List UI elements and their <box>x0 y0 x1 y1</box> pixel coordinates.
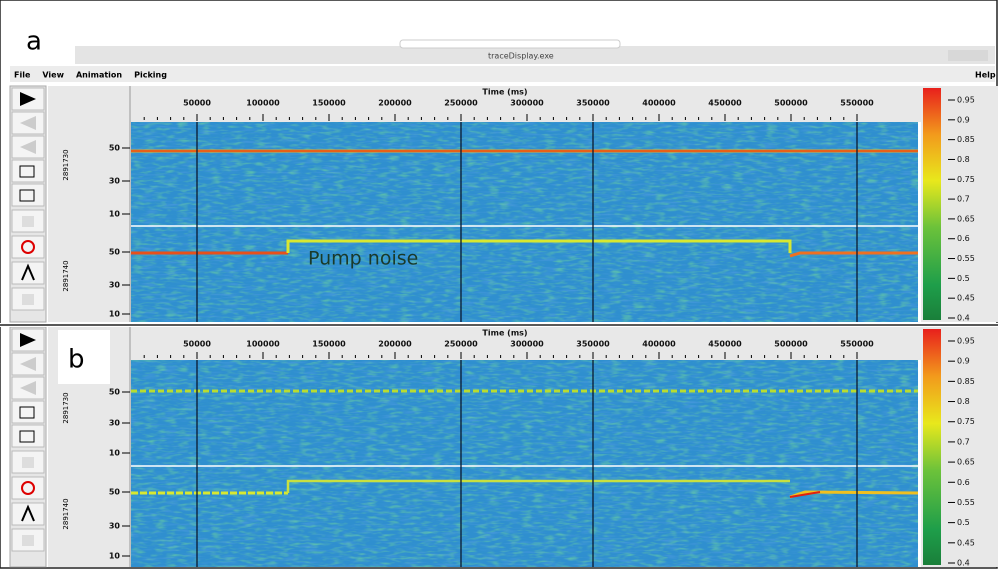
x-tick-label: 550000 <box>840 340 874 349</box>
panel: Time (ms) 50000 100000 150000 200000 250000 30… <box>10 86 998 323</box>
x-tick-label: 250000 <box>444 99 478 108</box>
colorbar-tick-label: 0.4 <box>957 314 970 323</box>
tool-button[interactable] <box>12 401 44 423</box>
colorbar-tick-label: 0.7 <box>957 437 970 446</box>
x-tick-label: 100000 <box>246 340 280 349</box>
x-tick-label: 500000 <box>774 99 808 108</box>
menu-item[interactable]: Animation <box>76 71 122 80</box>
colorbar-tick-label: 0.5 <box>957 274 970 283</box>
x-tick-label: 100000 <box>246 99 280 108</box>
colorbar-tick-label: 0.65 <box>957 458 975 467</box>
y-tick-label: 50 <box>109 388 121 397</box>
colorbar-tick-label: 0.75 <box>957 417 975 426</box>
menu-item[interactable]: File <box>14 71 31 80</box>
colorbar-tick-label: 0.85 <box>957 135 975 144</box>
tool-button[interactable] <box>12 477 44 499</box>
figure: traceDisplay.exe File View Animation Pickin… <box>0 0 998 569</box>
colorbar-tick-label: 0.85 <box>957 377 975 386</box>
colorbar-tick-label: 0.4 <box>957 559 970 568</box>
x-tick-label: 150000 <box>312 99 346 108</box>
y-tick-label: 30 <box>109 419 121 428</box>
trace-id: 2891730 <box>62 149 70 180</box>
y-tick-label: 10 <box>109 449 121 458</box>
x-axis-title: Time (ms) <box>482 329 527 338</box>
x-tick-label: 550000 <box>840 99 874 108</box>
colorbar-tick-label: 0.45 <box>957 538 975 547</box>
window-title: traceDisplay.exe <box>488 52 554 61</box>
x-tick-label: 50000 <box>183 99 211 108</box>
menu-item[interactable]: Picking <box>134 71 167 80</box>
y-tick-label: 10 <box>109 552 121 561</box>
x-tick-label: 350000 <box>576 340 610 349</box>
colorbar-tick-label: 0.95 <box>957 96 975 105</box>
tool-button[interactable] <box>12 184 44 206</box>
panel-label: a <box>26 27 42 57</box>
y-tick-label: 10 <box>109 310 121 319</box>
annotation: Pump noise <box>308 248 418 270</box>
trace-id: 2891740 <box>62 498 70 529</box>
tool-button[interactable] <box>12 236 44 258</box>
window-controls[interactable] <box>948 50 988 61</box>
y-tick-label: 30 <box>109 281 121 290</box>
tool-icon <box>22 216 34 227</box>
window-buttons[interactable] <box>948 50 988 61</box>
x-tick-label: 400000 <box>642 99 676 108</box>
colorbar-tick-label: 0.5 <box>957 518 970 527</box>
tool-icon <box>22 294 34 305</box>
x-tick-label: 450000 <box>708 99 742 108</box>
y-tick-label: 50 <box>109 488 121 497</box>
colorbar-tick-label: 0.6 <box>957 478 970 487</box>
x-tick-label: 300000 <box>510 99 544 108</box>
y-tick-label: 50 <box>109 144 121 153</box>
tool-icon <box>22 457 34 468</box>
colorbar-tick-label: 0.55 <box>957 498 975 507</box>
colorbar-tick-label: 0.45 <box>957 294 975 303</box>
x-tick-label: 250000 <box>444 340 478 349</box>
panel: Time (ms) 50000 100000 150000 200000 250000 30… <box>10 327 998 568</box>
x-tick-label: 300000 <box>510 340 544 349</box>
x-tick-label: 450000 <box>708 340 742 349</box>
colorbar <box>923 329 941 565</box>
colorbar-tick-label: 0.9 <box>957 357 970 366</box>
x-tick-label: 500000 <box>774 340 808 349</box>
x-axis-title: Time (ms) <box>482 88 527 97</box>
trace-id: 2891730 <box>62 392 70 423</box>
y-tick-label: 10 <box>109 210 121 219</box>
colorbar-tick-label: 0.7 <box>957 195 970 204</box>
colorbar-tick-label: 0.65 <box>957 214 975 223</box>
colorbar-tick-label: 0.95 <box>957 337 975 346</box>
tool-button[interactable] <box>12 425 44 447</box>
colorbar-tick-label: 0.75 <box>957 175 975 184</box>
x-tick-label: 350000 <box>576 99 610 108</box>
x-tick-label: 50000 <box>183 340 211 349</box>
colorbar-tick-label: 0.6 <box>957 234 970 243</box>
x-tick-label: 150000 <box>312 340 346 349</box>
y-tick-label: 30 <box>109 522 121 531</box>
menu-item[interactable]: View <box>42 71 64 80</box>
x-tick-label: 400000 <box>642 340 676 349</box>
colorbar-tick-label: 0.8 <box>957 155 970 164</box>
y-tick-label: 50 <box>109 248 121 257</box>
y-tick-label: 30 <box>109 177 121 186</box>
trace-id: 2891740 <box>62 260 70 291</box>
tool-button[interactable] <box>12 160 44 182</box>
colorbar-tick-label: 0.55 <box>957 254 975 263</box>
colorbar-tick-label: 0.9 <box>957 115 970 124</box>
colorbar <box>923 88 941 320</box>
x-tick-label: 200000 <box>378 340 412 349</box>
panel-label: b <box>68 345 85 375</box>
tab <box>400 40 620 48</box>
x-tick-label: 200000 <box>378 99 412 108</box>
tool-icon <box>22 535 34 546</box>
colorbar-tick-label: 0.8 <box>957 397 970 406</box>
menu-help[interactable]: Help <box>975 71 996 80</box>
